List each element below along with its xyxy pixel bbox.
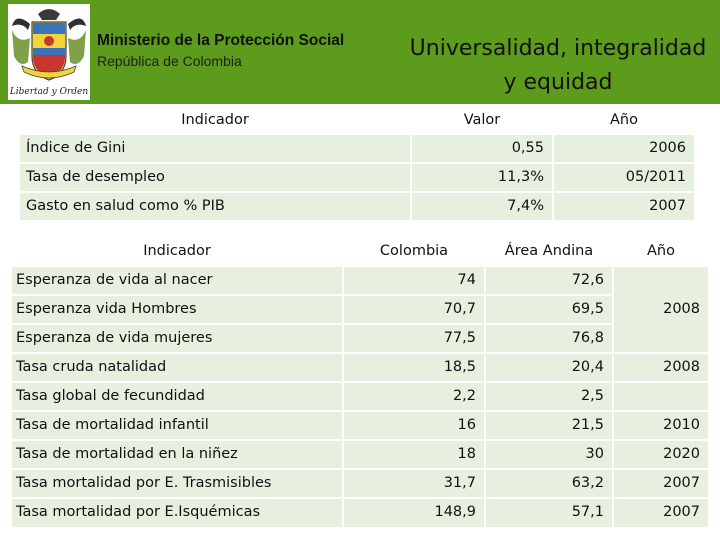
svg-text:Libertad y Orden: Libertad y Orden <box>9 87 89 97</box>
table1-row-label: Gasto en salud como % PIB <box>20 193 410 220</box>
table2-row-colombia: 70,7 <box>344 296 484 323</box>
table1-header-ano: Año <box>554 107 694 133</box>
table2-row-year: 2008 <box>614 354 708 381</box>
table2-row-label: Tasa de mortalidad en la niñez <box>12 441 342 468</box>
table2-row-andina: 72,6 <box>486 267 612 294</box>
table2-row-label: Tasa mortalidad por E. Trasmisibles <box>12 470 342 497</box>
table2-row-andina: 21,5 <box>486 412 612 439</box>
table1-row-label: Índice de Gini <box>20 135 410 162</box>
table2-row-year: 2008 <box>614 267 708 352</box>
table2-row-label: Esperanza de vida al nacer <box>12 267 342 294</box>
table1-row-value: 0,55 <box>412 135 552 162</box>
table2-row-colombia: 16 <box>344 412 484 439</box>
republic-name: República de Colombia <box>97 53 242 69</box>
table1-row-label: Tasa de desempleo <box>20 164 410 191</box>
coat-of-arms-icon: Libertad y Orden <box>9 9 89 97</box>
table2-row-year: 2007 <box>614 499 708 527</box>
table2-row-label: Tasa global de fecundidad <box>12 383 342 410</box>
table2-row-colombia: 148,9 <box>344 499 484 527</box>
table2-row-colombia: 74 <box>344 267 484 294</box>
table2-header-area-andina: Área Andina <box>486 237 612 265</box>
table2-row-andina: 69,5 <box>486 296 612 323</box>
table2-row-colombia: 31,7 <box>344 470 484 497</box>
coat-of-arms-logo: Libertad y Orden <box>8 4 90 100</box>
table1-header-valor: Valor <box>412 107 552 133</box>
table2-header-indicador: Indicador <box>12 237 342 265</box>
table2-row-andina: 76,8 <box>486 325 612 352</box>
table2-row-year: 2020 <box>614 441 708 468</box>
table2-row-andina: 20,4 <box>486 354 612 381</box>
table1-row-year: 2006 <box>554 135 694 162</box>
table2-row-colombia: 18 <box>344 441 484 468</box>
table1-row-year: 2007 <box>554 193 694 220</box>
table2-row-andina: 57,1 <box>486 499 612 527</box>
table2-row-label: Tasa mortalidad por E.Isquémicas <box>12 499 342 527</box>
table1-header-indicador: Indicador <box>20 107 410 133</box>
table2-row-andina: 2,5 <box>486 383 612 410</box>
table2-header-ano: Año <box>614 237 708 265</box>
table1-row-value: 7,4% <box>412 193 552 220</box>
table2-row-label: Esperanza de vida mujeres <box>12 325 342 352</box>
table2-row-andina: 30 <box>486 441 612 468</box>
table2-row-colombia: 18,5 <box>344 354 484 381</box>
slogan-line-2: y equidad <box>503 70 613 95</box>
table2-row-colombia: 77,5 <box>344 325 484 352</box>
table2-row-colombia: 2,2 <box>344 383 484 410</box>
table2-row-label: Esperanza vida Hombres <box>12 296 342 323</box>
table1-row-year: 05/2011 <box>554 164 694 191</box>
slogan: Universalidad, integralidad y equidad <box>396 32 720 100</box>
header-banner: Libertad y Orden Ministerio de la Protec… <box>0 0 720 104</box>
table2-row-year: 2007 <box>614 470 708 497</box>
slogan-line-1: Universalidad, integralidad <box>409 36 707 61</box>
ministry-name: Ministerio de la Protección Social <box>97 32 345 49</box>
table2-row-andina: 63,2 <box>486 470 612 497</box>
table2-row-label: Tasa cruda natalidad <box>12 354 342 381</box>
table1-row-value: 11,3% <box>412 164 552 191</box>
table2-row-label: Tasa de mortalidad infantil <box>12 412 342 439</box>
table2-header-colombia: Colombia <box>344 237 484 265</box>
table2-row-year: 2010 <box>614 412 708 439</box>
table2-row-year <box>614 383 708 410</box>
